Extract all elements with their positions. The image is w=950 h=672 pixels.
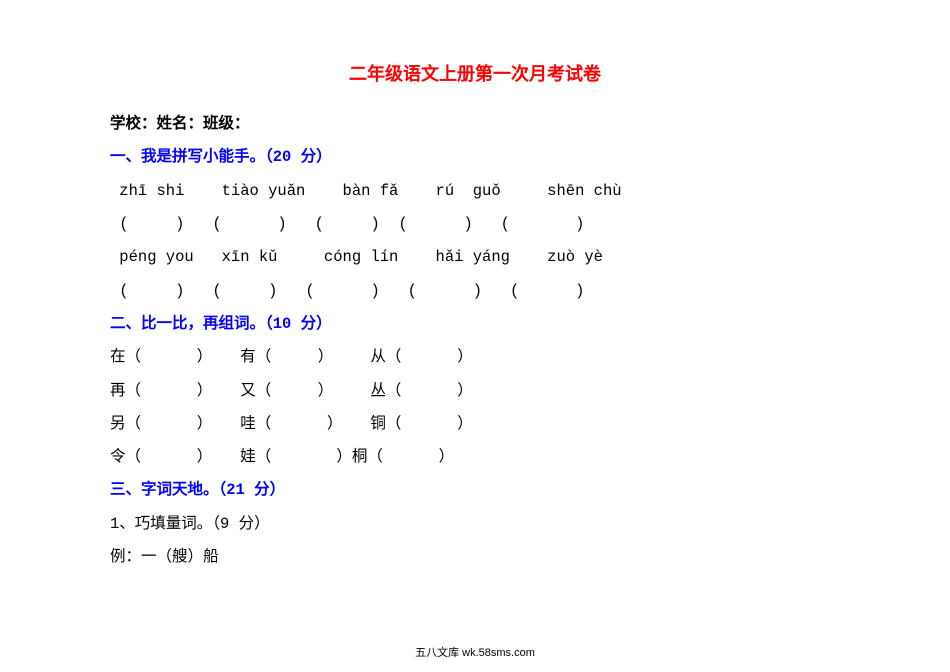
section-3-sub1: 1、巧填量词。（9 分）: [110, 508, 840, 541]
compare-row-1: 在（ ） 有（ ） 从（ ）: [110, 341, 840, 374]
exam-title: 二年级语文上册第一次月考试卷: [110, 60, 840, 86]
answer-row-1: ( ) ( ) ( ) ( ) ( ): [110, 208, 840, 241]
section-2-heading: 二、比一比，再组词。（10 分）: [110, 308, 840, 341]
compare-row-3: 另（ ） 哇（ ） 铜（ ）: [110, 408, 840, 441]
student-info-line: 学校：姓名：班级：: [110, 108, 840, 141]
section-3-heading: 三、字词天地。（21 分）: [110, 474, 840, 507]
compare-row-2: 再（ ） 又（ ） 丛（ ）: [110, 375, 840, 408]
pinyin-row-2: péng you xīn kǔ cóng lín hǎi yáng zuò yè: [110, 241, 840, 274]
footer-watermark: 五八文库 wk.58sms.com: [0, 644, 950, 660]
pinyin-row-1: zhī shi tiào yuǎn bàn fǎ rú guǒ shēn chù: [110, 175, 840, 208]
compare-row-4: 令（ ） 娃（ ）桐（ ）: [110, 441, 840, 474]
section-1-heading: 一、我是拼写小能手。（20 分）: [110, 141, 840, 174]
answer-row-2: ( ) ( ) ( ) ( ) ( ): [110, 275, 840, 308]
section-3-example: 例：一（艘）船: [110, 541, 840, 574]
